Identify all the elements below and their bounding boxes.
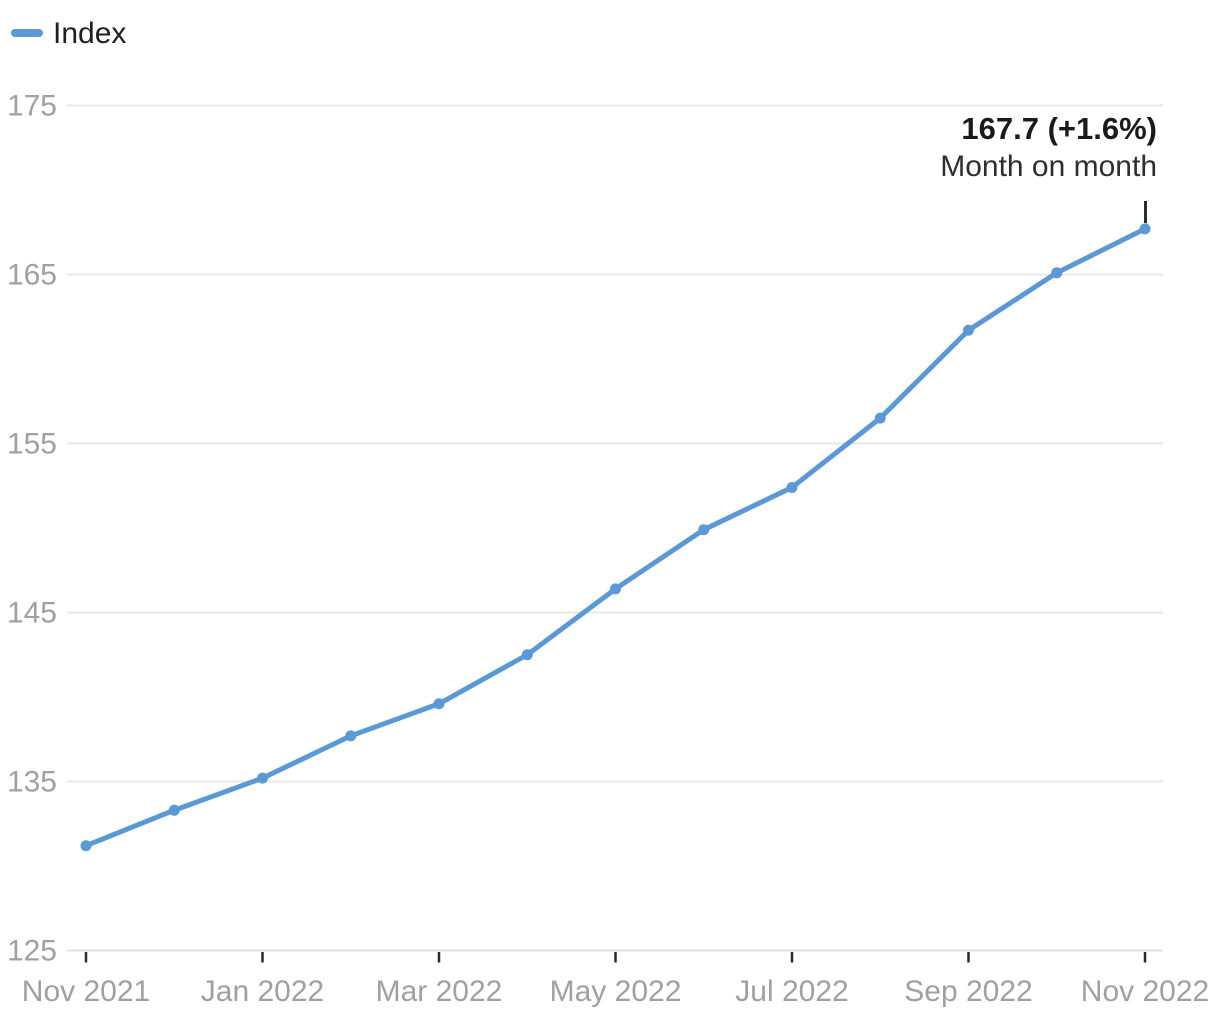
y-axis-label: 165: [7, 259, 57, 292]
data-point[interactable]: [698, 524, 710, 536]
x-axis-label: Mar 2022: [376, 975, 503, 1008]
x-axis-label: Jul 2022: [735, 975, 848, 1008]
annotation-subtext: Month on month: [940, 150, 1157, 183]
x-axis-label: Nov 2021: [22, 975, 150, 1008]
legend: Index: [11, 16, 126, 50]
x-axis-label: May 2022: [550, 975, 682, 1008]
legend-swatch-index: [11, 29, 43, 37]
y-axis-label: 155: [7, 428, 57, 461]
y-axis-label: 145: [7, 597, 57, 630]
data-point[interactable]: [963, 324, 974, 336]
series-line: [83, 226, 1148, 849]
y-axis-label: 125: [7, 935, 57, 968]
y-axis-label: 135: [7, 766, 57, 799]
data-point[interactable]: [786, 481, 798, 493]
legend-label: Index: [53, 17, 127, 50]
data-point[interactable]: [874, 412, 886, 424]
x-axis-label: Jan 2022: [201, 975, 324, 1008]
data-point[interactable]: [345, 730, 357, 742]
annotation-callout-line: [1144, 201, 1147, 223]
y-axis-label: 175: [7, 90, 57, 123]
annotation: 167.7 (+1.6%) Month on month: [940, 110, 1157, 185]
data-point[interactable]: [80, 840, 92, 852]
data-point[interactable]: [1139, 223, 1151, 235]
data-point[interactable]: [1051, 267, 1063, 279]
annotation-headline: 167.7 (+1.6%): [961, 111, 1157, 146]
x-axis-label: Nov 2022: [1081, 975, 1209, 1008]
data-point[interactable]: [610, 583, 621, 595]
x-axis-label: Sep 2022: [904, 975, 1032, 1008]
data-point[interactable]: [257, 772, 268, 784]
data-point[interactable]: [433, 698, 445, 710]
data-point[interactable]: [168, 804, 180, 816]
data-point[interactable]: [521, 649, 533, 661]
